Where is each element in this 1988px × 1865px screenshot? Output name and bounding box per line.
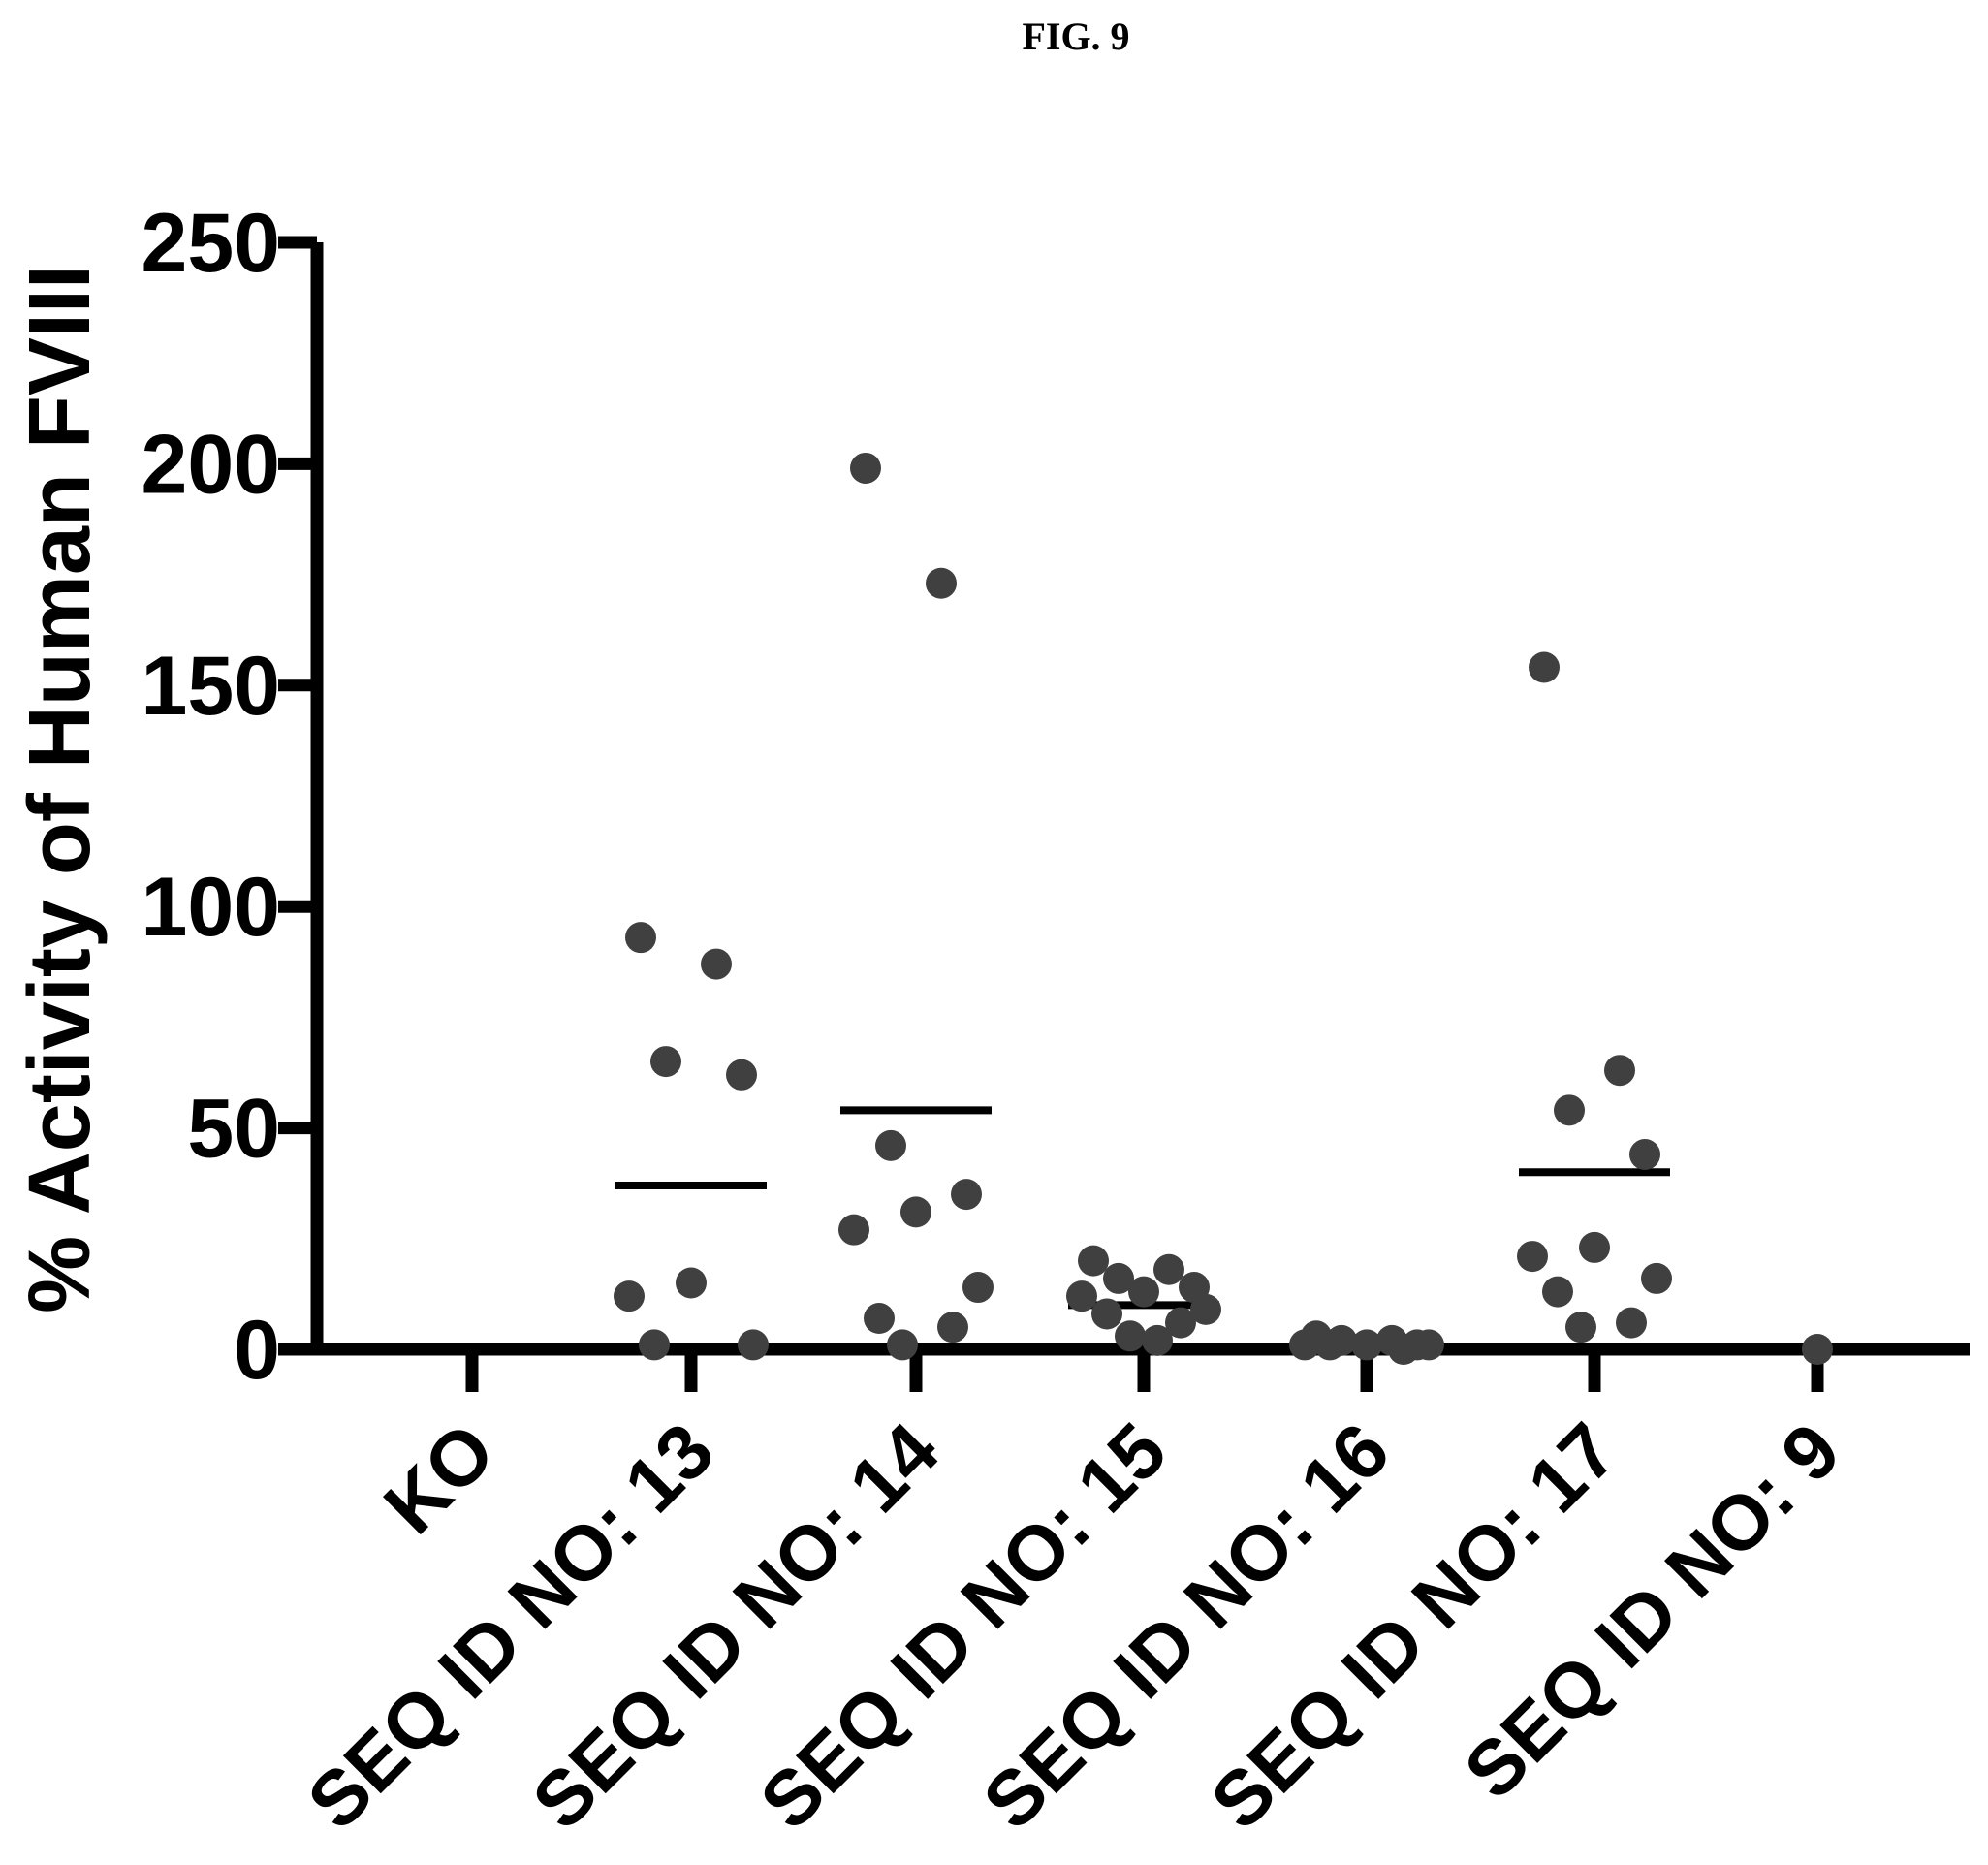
data-point bbox=[726, 1059, 757, 1091]
data-point bbox=[1142, 1324, 1173, 1356]
data-point bbox=[926, 567, 957, 599]
data-point bbox=[1289, 1329, 1320, 1361]
data-point bbox=[701, 948, 732, 980]
data-point bbox=[875, 1129, 906, 1161]
axes bbox=[310, 242, 1970, 1356]
data-point bbox=[625, 922, 656, 954]
data-point bbox=[1641, 1262, 1672, 1294]
data-point bbox=[850, 452, 881, 484]
y-tick-label: 200 bbox=[142, 418, 281, 511]
data-point bbox=[1165, 1307, 1196, 1339]
data-point bbox=[1565, 1312, 1596, 1343]
x-category-label: KO bbox=[367, 1407, 511, 1550]
data-point bbox=[1604, 1055, 1635, 1087]
x-category-label: SEQ ID NO: 16 bbox=[966, 1407, 1405, 1846]
x-category-label: SEQ ID NO: 9 bbox=[1448, 1407, 1856, 1815]
data-point bbox=[1413, 1329, 1444, 1361]
data-point bbox=[650, 1046, 681, 1078]
data-point bbox=[1078, 1245, 1109, 1277]
data-point bbox=[1091, 1298, 1122, 1330]
x-category-label: SEQ ID NO: 17 bbox=[1194, 1407, 1633, 1846]
data-point bbox=[1314, 1329, 1345, 1361]
data-point bbox=[738, 1329, 769, 1361]
data-point bbox=[1388, 1334, 1419, 1365]
data-point bbox=[1529, 651, 1560, 683]
data-points bbox=[614, 452, 1833, 1365]
y-axis-title: % Activity of Human FVIII bbox=[12, 265, 109, 1313]
data-point bbox=[1542, 1276, 1573, 1308]
data-point bbox=[1517, 1241, 1548, 1273]
data-point bbox=[1351, 1329, 1382, 1361]
data-point bbox=[900, 1196, 931, 1228]
data-point bbox=[951, 1179, 982, 1211]
data-point bbox=[614, 1280, 645, 1312]
y-tick-label: 0 bbox=[234, 1304, 280, 1397]
data-point bbox=[1066, 1280, 1097, 1312]
data-point bbox=[1103, 1262, 1134, 1294]
data-point bbox=[1616, 1307, 1647, 1339]
data-point bbox=[1115, 1320, 1146, 1352]
data-point bbox=[1190, 1293, 1221, 1325]
data-point bbox=[937, 1312, 968, 1343]
x-category-label: SEQ ID NO: 13 bbox=[291, 1407, 730, 1846]
data-point bbox=[676, 1267, 707, 1299]
figure-label: FIG. 9 bbox=[1022, 15, 1130, 58]
data-point bbox=[1128, 1276, 1159, 1308]
x-category-label: SEQ ID NO: 15 bbox=[743, 1407, 1183, 1846]
data-point bbox=[962, 1272, 994, 1304]
data-point bbox=[639, 1329, 670, 1361]
data-point bbox=[1579, 1231, 1610, 1263]
data-point bbox=[1629, 1139, 1660, 1171]
data-point bbox=[887, 1329, 918, 1361]
y-tick-label: 150 bbox=[142, 640, 281, 733]
data-point bbox=[838, 1214, 869, 1246]
y-tick-label: 100 bbox=[142, 861, 281, 954]
x-category-label: SEQ ID NO: 14 bbox=[516, 1407, 955, 1846]
y-tick-label: 50 bbox=[187, 1083, 280, 1176]
data-point bbox=[1153, 1253, 1184, 1285]
data-point bbox=[864, 1303, 895, 1335]
y-axis-ticks: 0 50 100 150 200 250 bbox=[142, 197, 317, 1397]
data-point bbox=[1802, 1334, 1833, 1365]
data-point bbox=[1554, 1094, 1585, 1126]
y-tick-label: 250 bbox=[142, 197, 281, 290]
mean-lines bbox=[615, 1106, 1670, 1349]
